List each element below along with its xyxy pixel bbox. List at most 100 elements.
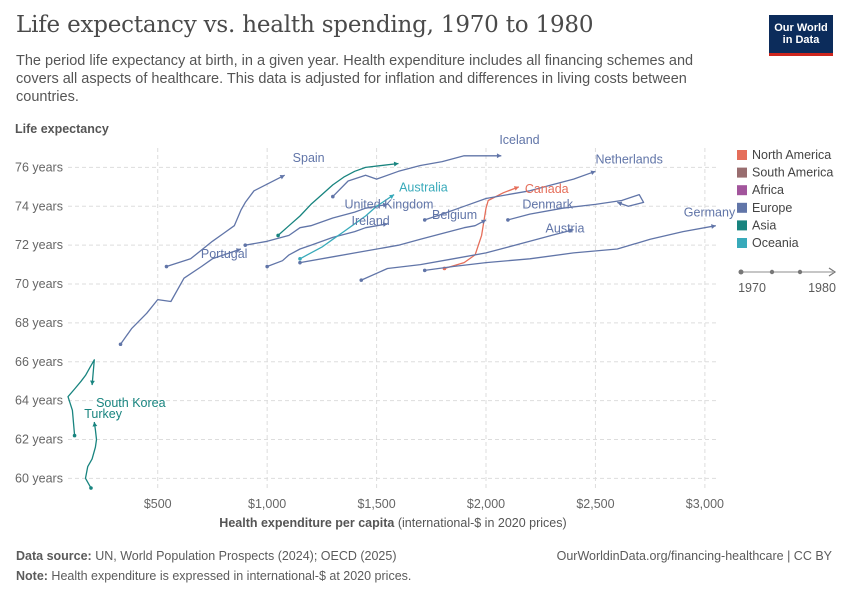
series-line-south-korea bbox=[67, 359, 95, 436]
legend-label: Asia bbox=[752, 218, 776, 232]
legend-swatch bbox=[737, 238, 747, 248]
legend-label: Europe bbox=[752, 201, 792, 215]
time-slider-start-handle[interactable] bbox=[738, 269, 744, 275]
legend-swatch bbox=[737, 220, 747, 231]
y-tick-label: 68 years bbox=[15, 316, 63, 330]
series-line-portugal bbox=[119, 248, 242, 345]
series-labels: Canada Netherlands Germany Denmark Austria Be… bbox=[84, 133, 736, 421]
note-text: Health expenditure is expressed in inter… bbox=[47, 569, 412, 583]
legend-swatch bbox=[737, 202, 747, 213]
series-line-germany bbox=[424, 225, 716, 272]
series-line-australia bbox=[299, 194, 395, 260]
x-tick-label: $2,500 bbox=[576, 497, 614, 511]
series-label: United Kingdom bbox=[345, 197, 434, 211]
series-label: Canada bbox=[525, 182, 569, 196]
series-label: Turkey bbox=[84, 407, 122, 421]
series-end-arrow bbox=[389, 194, 395, 200]
y-tick-label: 72 years bbox=[15, 238, 63, 252]
series-start-point bbox=[298, 256, 302, 261]
series-label: South Korea bbox=[96, 396, 166, 410]
time-slider-start-label: 1970 bbox=[738, 281, 766, 295]
legend-label: South America bbox=[752, 166, 833, 180]
series-end-arrow bbox=[617, 201, 623, 207]
series-end-arrow bbox=[513, 186, 519, 191]
data-source: Data source: UN, World Population Prospe… bbox=[16, 549, 397, 563]
x-axis-title: Health expenditure per capita (internati… bbox=[219, 516, 566, 530]
series-start-point bbox=[276, 233, 280, 238]
series-line-iceland bbox=[332, 155, 502, 198]
x-tick-label: $500 bbox=[144, 497, 172, 511]
data-source-label: Data source: bbox=[16, 549, 92, 563]
y-tick-label: 64 years bbox=[15, 394, 63, 408]
series-start-point bbox=[89, 486, 93, 490]
series-start-point bbox=[265, 264, 269, 269]
x-tick-label: $1,000 bbox=[248, 497, 286, 511]
axes: 60 years 62 years 64 years 66 years 68 years… bbox=[15, 122, 724, 530]
x-tick-label: $3,000 bbox=[686, 497, 724, 511]
note: Note: Health expenditure is expressed in… bbox=[16, 569, 411, 583]
chart-subtitle: The period life expectancy at birth, in … bbox=[16, 53, 694, 105]
series-line-ireland bbox=[266, 223, 388, 268]
series-end-arrow bbox=[496, 153, 502, 159]
y-tick-label: 74 years bbox=[15, 199, 63, 213]
series-line-netherlands bbox=[424, 170, 596, 221]
series-line-canada bbox=[444, 186, 520, 270]
series-end-arrow bbox=[711, 224, 716, 229]
logo-line-2: in Data bbox=[782, 34, 820, 46]
chart-area: Canada Netherlands Germany Denmark Austria Be… bbox=[15, 122, 837, 530]
series-label: Iceland bbox=[499, 133, 539, 147]
series-line-denmark bbox=[507, 193, 645, 221]
time-slider-mid-handle-2 bbox=[797, 269, 803, 275]
owid-logo[interactable]: Our World in Data bbox=[769, 15, 833, 56]
legend-swatch bbox=[737, 185, 747, 196]
x-axis-title-unit: (international-$ in 2020 prices) bbox=[394, 516, 566, 530]
series-start-point bbox=[422, 268, 427, 273]
x-axis-title-main: Health expenditure per capita bbox=[219, 516, 395, 530]
time-slider: 1970 1980 bbox=[738, 267, 837, 295]
series-end-arrow bbox=[90, 380, 95, 386]
series-end-arrow bbox=[235, 248, 241, 253]
series-start-point bbox=[331, 194, 335, 199]
series-label: Spain bbox=[293, 151, 325, 165]
series-line-turkey bbox=[84, 421, 98, 489]
series-line-japan bbox=[277, 162, 399, 236]
chart-title: Life expectancy vs. health spending, 197… bbox=[16, 12, 594, 38]
series-start-point bbox=[72, 433, 77, 438]
data-source-text: UN, World Population Prospects (2024); O… bbox=[91, 549, 397, 563]
source-link[interactable]: OurWorldinData.org/financing-healthcare … bbox=[556, 549, 832, 563]
gridlines bbox=[68, 148, 718, 490]
series-line-belgium bbox=[299, 219, 487, 264]
time-slider-end-label: 1980 bbox=[808, 281, 836, 295]
series-label: Netherlands bbox=[595, 152, 662, 166]
legend-swatch bbox=[737, 150, 747, 160]
series-start-point bbox=[359, 278, 364, 282]
legend-swatch bbox=[737, 167, 747, 178]
series-label: Denmark bbox=[522, 197, 573, 211]
series-line-spain bbox=[166, 174, 285, 268]
legend-label: Africa bbox=[752, 183, 784, 197]
legend: North America South America Africa Europe As… bbox=[737, 148, 833, 250]
y-tick-label: 62 years bbox=[15, 432, 63, 446]
series-label: Germany bbox=[684, 206, 736, 220]
series-start-point bbox=[164, 264, 169, 269]
legend-label: Oceania bbox=[752, 236, 799, 250]
y-tick-label: 60 years bbox=[15, 471, 63, 485]
series-end-arrow bbox=[382, 202, 388, 208]
x-tick-label: $1,500 bbox=[357, 497, 395, 511]
series-start-point bbox=[506, 218, 510, 222]
time-slider-end-arrow[interactable] bbox=[828, 267, 837, 277]
series-label: Austria bbox=[546, 222, 585, 236]
series-label: Ireland bbox=[352, 214, 390, 228]
note-label: Note: bbox=[16, 569, 48, 583]
time-slider-mid-handle-1 bbox=[769, 269, 775, 275]
y-tick-label: 66 years bbox=[15, 355, 63, 369]
series-label: Australia bbox=[399, 181, 448, 195]
series-end-arrow bbox=[382, 222, 388, 227]
series-end-arrow bbox=[568, 228, 574, 234]
series-label: Belgium bbox=[432, 208, 477, 222]
series-line-austria bbox=[361, 228, 574, 281]
y-tick-label: 76 years bbox=[15, 160, 63, 174]
series-start-point bbox=[118, 342, 123, 347]
series-line-united-kingdom bbox=[245, 203, 388, 246]
series-end-arrow bbox=[279, 175, 285, 180]
